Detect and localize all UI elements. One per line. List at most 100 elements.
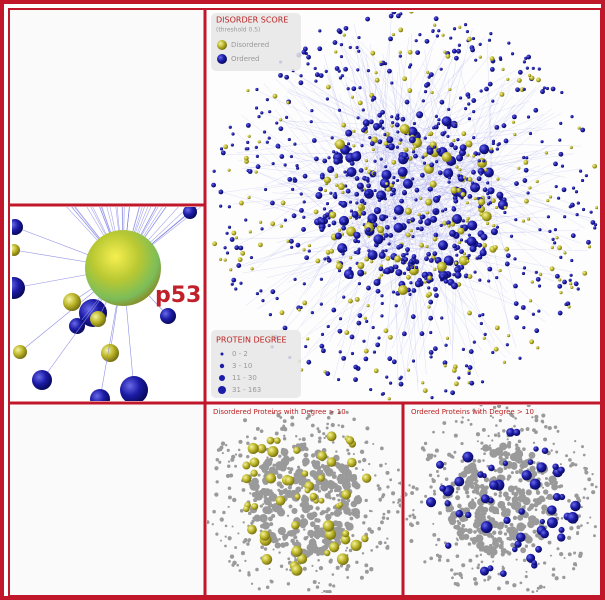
node <box>381 495 384 498</box>
node <box>507 478 510 481</box>
node <box>406 275 411 280</box>
node <box>546 497 548 499</box>
node <box>317 430 320 433</box>
node <box>488 39 491 42</box>
node <box>590 211 593 214</box>
node <box>269 522 273 526</box>
node <box>255 568 259 572</box>
node <box>527 217 530 220</box>
node <box>535 508 538 511</box>
node <box>226 474 230 478</box>
node <box>473 486 479 492</box>
node <box>232 525 234 527</box>
node <box>464 528 468 532</box>
node <box>497 434 500 437</box>
node <box>369 388 372 391</box>
node <box>336 263 343 270</box>
node <box>442 431 445 434</box>
node <box>456 138 459 141</box>
node <box>557 245 562 250</box>
node <box>221 150 226 155</box>
node <box>391 121 394 124</box>
node <box>487 267 492 272</box>
node <box>314 525 320 531</box>
node <box>429 557 433 561</box>
node <box>258 242 263 247</box>
node <box>260 111 263 114</box>
node <box>471 567 473 569</box>
node <box>483 579 486 582</box>
node <box>266 98 269 101</box>
node <box>550 555 552 557</box>
node <box>343 470 349 476</box>
node <box>374 189 377 192</box>
node <box>557 533 565 541</box>
node <box>491 521 498 528</box>
node <box>394 255 401 262</box>
node <box>573 552 576 555</box>
node <box>361 128 366 133</box>
node <box>533 108 538 113</box>
node <box>358 86 361 89</box>
node <box>412 509 414 511</box>
node <box>315 544 318 547</box>
node <box>530 479 541 490</box>
node <box>440 224 443 227</box>
node <box>510 543 515 548</box>
node <box>223 246 226 249</box>
node <box>456 538 458 540</box>
node <box>454 56 459 61</box>
node <box>585 174 588 177</box>
node <box>319 498 325 504</box>
node <box>341 252 344 255</box>
node <box>470 245 477 252</box>
node <box>356 68 359 71</box>
node <box>433 233 438 238</box>
node <box>562 576 565 579</box>
node <box>236 564 239 567</box>
node <box>521 548 523 550</box>
node <box>505 262 510 267</box>
node <box>479 43 482 46</box>
node <box>229 126 232 129</box>
node <box>506 537 509 540</box>
node <box>459 96 462 99</box>
node <box>268 505 271 508</box>
node <box>380 294 383 297</box>
node <box>225 444 227 446</box>
legend-swatch <box>219 375 225 381</box>
node <box>467 419 469 421</box>
node <box>403 179 413 189</box>
node <box>496 177 499 180</box>
node <box>480 554 482 556</box>
node <box>227 465 230 468</box>
node <box>370 141 375 146</box>
node <box>482 243 487 248</box>
node <box>438 511 442 515</box>
node <box>477 176 482 181</box>
node <box>278 73 283 78</box>
node <box>219 258 222 261</box>
node <box>424 495 427 498</box>
node <box>336 494 339 497</box>
node <box>384 541 387 544</box>
node <box>387 242 390 245</box>
node <box>510 523 514 527</box>
node <box>594 525 597 528</box>
node <box>299 74 302 77</box>
node <box>433 346 438 351</box>
node <box>392 290 395 293</box>
node <box>332 584 335 587</box>
node <box>264 188 267 191</box>
node <box>372 443 374 445</box>
node <box>331 423 335 427</box>
node <box>373 350 376 353</box>
node <box>301 500 310 509</box>
legend-item: 3 - 10 <box>232 362 252 370</box>
node <box>305 487 311 493</box>
node <box>377 527 381 531</box>
node <box>222 452 224 454</box>
node <box>247 525 257 535</box>
node <box>442 152 452 162</box>
node <box>382 513 385 516</box>
